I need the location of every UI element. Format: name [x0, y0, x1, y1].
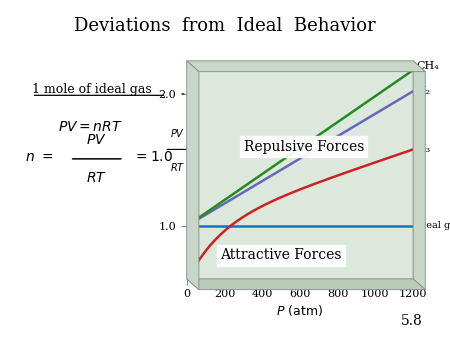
Text: $RT$: $RT$	[170, 161, 185, 173]
Text: Deviations  from  Ideal  Behavior: Deviations from Ideal Behavior	[74, 17, 376, 35]
Text: $PV$: $PV$	[86, 133, 107, 147]
Text: 1 mole of ideal gas: 1 mole of ideal gas	[32, 83, 151, 96]
Text: H₂: H₂	[416, 86, 430, 96]
Text: $= 1.0$: $= 1.0$	[133, 150, 173, 164]
Text: $PV$: $PV$	[170, 126, 185, 139]
Text: Ideal gas: Ideal gas	[416, 221, 450, 231]
Text: Attractive Forces: Attractive Forces	[220, 248, 342, 262]
Text: $n\ =$: $n\ =$	[25, 150, 53, 164]
Text: $PV = nRT$: $PV = nRT$	[58, 120, 123, 134]
Text: CH₄: CH₄	[416, 61, 439, 71]
Text: $RT$: $RT$	[86, 171, 107, 185]
Text: 5.8: 5.8	[401, 314, 423, 328]
X-axis label: $P\ \mathrm{(atm)}$: $P\ \mathrm{(atm)}$	[276, 304, 324, 318]
Text: Repulsive Forces: Repulsive Forces	[243, 140, 364, 154]
Text: H₃: H₃	[416, 144, 430, 154]
